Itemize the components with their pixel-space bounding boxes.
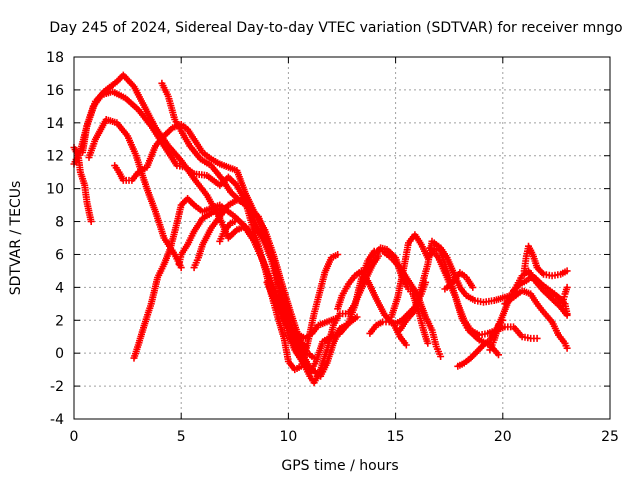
y-tick-label: 18 — [46, 50, 64, 66]
data-point-markers — [501, 287, 571, 352]
x-tick-label: 0 — [70, 429, 79, 445]
x-tick-label: 10 — [279, 429, 297, 445]
y-tick-label: 4 — [55, 280, 64, 296]
y-tick-label: 2 — [55, 313, 64, 329]
data-point-markers — [550, 283, 571, 306]
series-arc-10 — [216, 218, 239, 245]
data-point-markers — [216, 218, 239, 245]
chart-title: Day 245 of 2024, Sidereal Day-to-day VTE… — [49, 20, 622, 36]
x-tick-label: 20 — [494, 429, 512, 445]
data-point-markers — [263, 278, 340, 342]
series-arc-24 — [550, 283, 571, 306]
y-tick-label: 10 — [46, 182, 64, 198]
data-marks — [70, 71, 571, 387]
y-tick-label: 16 — [46, 83, 64, 99]
x-tick-label: 5 — [177, 429, 186, 445]
data-point-markers — [486, 316, 507, 354]
y-tick-label: 8 — [55, 215, 64, 231]
series-arc-18 — [441, 269, 477, 293]
data-point-markers — [175, 204, 228, 268]
tick-labels: 0 5 10 15 20 25 -4 -2 0 2 4 6 8 10 12 14 16 18 — [46, 50, 619, 445]
series-arc-11 — [263, 278, 340, 342]
series-arc-21 — [501, 287, 571, 352]
x-tick-label: 25 — [601, 429, 619, 445]
plot-frame — [73, 56, 611, 420]
y-tick-label: 12 — [46, 149, 64, 165]
series-arc-8 — [175, 204, 228, 268]
series-arc-23 — [520, 242, 571, 280]
y-tick-label: 0 — [55, 346, 64, 362]
y-tick-label: -4 — [50, 412, 64, 428]
data-point-markers — [520, 242, 571, 280]
data-point-markers — [441, 269, 477, 293]
y-tick-label: 14 — [46, 116, 64, 132]
x-axis-label: GPS time / hours — [281, 458, 398, 474]
series-arc-20 — [486, 316, 507, 354]
y-tick-label: 6 — [55, 247, 64, 263]
y-tick-label: -2 — [50, 379, 64, 395]
y-axis-label: SDTVAR / TECUs — [8, 181, 24, 296]
x-tick-label: 15 — [387, 429, 405, 445]
